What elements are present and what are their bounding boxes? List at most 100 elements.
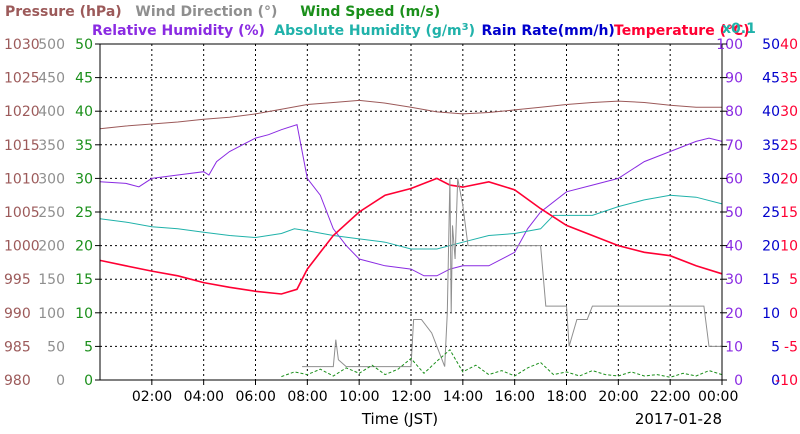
series-relative-humidity: [99, 123, 723, 277]
right-tick-relative-humidity: 30: [725, 272, 743, 288]
left-tick-wind-speed-m-s: 20: [75, 239, 93, 255]
x-tick-label: 14:00: [443, 389, 483, 405]
right-tick-rain-rate-mm-h: 30: [762, 171, 780, 187]
left-tick-pressure-hpa: 1005: [4, 205, 40, 221]
left-tick-wind-speed-m-s: 40: [75, 104, 93, 120]
series-absolute-humidity-g-m3: [99, 194, 723, 250]
x-axis-label: Time (JST): [361, 410, 438, 428]
right-tick-relative-humidity: 60: [725, 171, 743, 187]
left-tick-pressure-hpa: 1030: [4, 37, 40, 53]
right-tick-relative-humidity: 70: [725, 138, 743, 154]
left-tick-wind-direction: 300: [38, 171, 65, 187]
right-tick-relative-humidity: 40: [725, 239, 743, 255]
right-tick-temperature-c: 15: [780, 205, 798, 221]
left-tick-pressure-hpa: 1015: [4, 138, 40, 154]
left-tick-wind-direction: 350: [38, 138, 65, 154]
right-tick-temperature-c: -10: [775, 373, 798, 389]
right-tick-relative-humidity: 10: [725, 339, 743, 355]
left-tick-pressure-hpa: 1025: [4, 71, 40, 87]
left-tick-wind-speed-m-s: 0: [84, 373, 93, 389]
x-tick-label: 06:00: [236, 389, 276, 405]
left-tick-pressure-hpa: 990: [4, 306, 31, 322]
left-tick-wind-speed-m-s: 5: [84, 339, 93, 355]
right-tick-relative-humidity: 20: [725, 306, 743, 322]
x-tick-label: 22:00: [650, 389, 690, 405]
right-tick-relative-humidity: 80: [725, 104, 743, 120]
right-tick-rain-rate-mm-h: 45: [762, 71, 780, 87]
right-tick-rain-rate-mm-h: 40: [762, 104, 780, 120]
x-tick-label: 20:00: [598, 389, 638, 405]
right-tick-relative-humidity: 50: [725, 205, 743, 221]
left-tick-pressure-hpa: 980: [4, 373, 31, 389]
legend-absolute-humidity-g-m: Absolute Humidity (g/m3): [274, 22, 475, 39]
legend-rain-rate-mm-h: Rain Rate(mm/h): [482, 23, 615, 39]
grid: [100, 44, 722, 380]
left-tick-wind-direction: 150: [38, 272, 65, 288]
right-tick-rain-rate-mm-h: 5: [771, 339, 780, 355]
x-tick-label: 04:00: [184, 389, 224, 405]
right-tick-rain-rate-mm-h: 35: [762, 138, 780, 154]
date-label: 2017-01-28: [635, 410, 722, 428]
left-tick-pressure-hpa: 985: [4, 339, 31, 355]
legend-scale-note: x0.1: [722, 21, 756, 37]
left-tick-pressure-hpa: 995: [4, 272, 31, 288]
right-tick-rain-rate-mm-h: 20: [762, 239, 780, 255]
left-tick-wind-direction: 450: [38, 71, 65, 87]
right-tick-temperature-c: -5: [784, 339, 798, 355]
legend-temperature: Temperature (°C): [614, 23, 750, 39]
right-tick-rain-rate-mm-h: 0: [771, 373, 780, 389]
series-pressure-hpa: [99, 99, 722, 130]
legend-pressure-hpa: Pressure (hPa): [5, 4, 122, 20]
x-tick-label: 16:00: [495, 389, 535, 405]
left-tick-wind-speed-m-s: 50: [75, 37, 93, 53]
series-temperature-c: [99, 177, 723, 295]
left-tick-wind-speed-m-s: 15: [75, 272, 93, 288]
x-tick-label: 00:00: [698, 389, 738, 405]
right-tick-temperature-c: 30: [780, 104, 798, 120]
left-tick-wind-direction: 500: [38, 37, 65, 53]
right-tick-rain-rate-mm-h: 25: [762, 205, 780, 221]
right-tick-rain-rate-mm-h: 15: [762, 272, 780, 288]
left-tick-wind-speed-m-s: 35: [75, 138, 93, 154]
legend-wind-direction: Wind Direction (°): [135, 4, 277, 20]
left-tick-wind-direction: 200: [38, 239, 65, 255]
right-tick-rain-rate-mm-h: 50: [762, 37, 780, 53]
x-tick-label: 02:00: [132, 389, 172, 405]
right-tick-temperature-c: 0: [789, 306, 798, 322]
right-tick-relative-humidity: 90: [725, 71, 743, 87]
left-tick-wind-speed-m-s: 30: [75, 171, 93, 187]
right-tick-temperature-c: 35: [780, 71, 798, 87]
left-axes: 1030102510201015101010051000995990985980…: [4, 37, 100, 389]
right-tick-relative-humidity: 100: [716, 37, 743, 53]
left-tick-pressure-hpa: 1010: [4, 171, 40, 187]
x-tick-label: 12:00: [391, 389, 431, 405]
right-tick-temperature-c: 5: [789, 272, 798, 288]
left-tick-wind-speed-m-s: 25: [75, 205, 93, 221]
right-tick-temperature-c: 40: [780, 37, 798, 53]
right-axes: 1009080706050403020100504540353025201510…: [716, 37, 798, 389]
series-wind-direction: [302, 178, 722, 368]
left-tick-pressure-hpa: 1020: [4, 104, 40, 120]
left-tick-wind-speed-m-s: 45: [75, 71, 93, 87]
right-tick-relative-humidity: 0: [734, 373, 743, 389]
right-tick-temperature-c: 25: [780, 138, 798, 154]
left-tick-wind-direction: 250: [38, 205, 65, 221]
legend: Pressure (hPa) Wind Direction (°) Wind Spe…: [5, 4, 756, 39]
left-tick-pressure-hpa: 1000: [4, 239, 40, 255]
left-tick-wind-direction: 50: [47, 339, 65, 355]
x-tick-label: 10:00: [339, 389, 379, 405]
legend-relative-humidity: Relative Humidity (%): [92, 23, 265, 39]
left-tick-wind-direction: 100: [38, 306, 65, 322]
left-tick-wind-speed-m-s: 10: [75, 306, 93, 322]
series-layer: [99, 99, 723, 378]
x-axis: 02:00 04:00 06:00 08:00 10:00 12:00 14:00 16:00…: [132, 380, 738, 405]
right-tick-temperature-c: 10: [780, 239, 798, 255]
right-tick-rain-rate-mm-h: 10: [762, 306, 780, 322]
series-wind-speed-m-s: [281, 349, 723, 378]
right-tick-temperature-c: 20: [780, 171, 798, 187]
legend-wind-speed-m-s: Wind Speed (m/s): [300, 4, 440, 20]
left-tick-wind-direction: 0: [56, 373, 65, 389]
left-tick-wind-direction: 400: [38, 104, 65, 120]
x-tick-label: 08:00: [287, 389, 327, 405]
